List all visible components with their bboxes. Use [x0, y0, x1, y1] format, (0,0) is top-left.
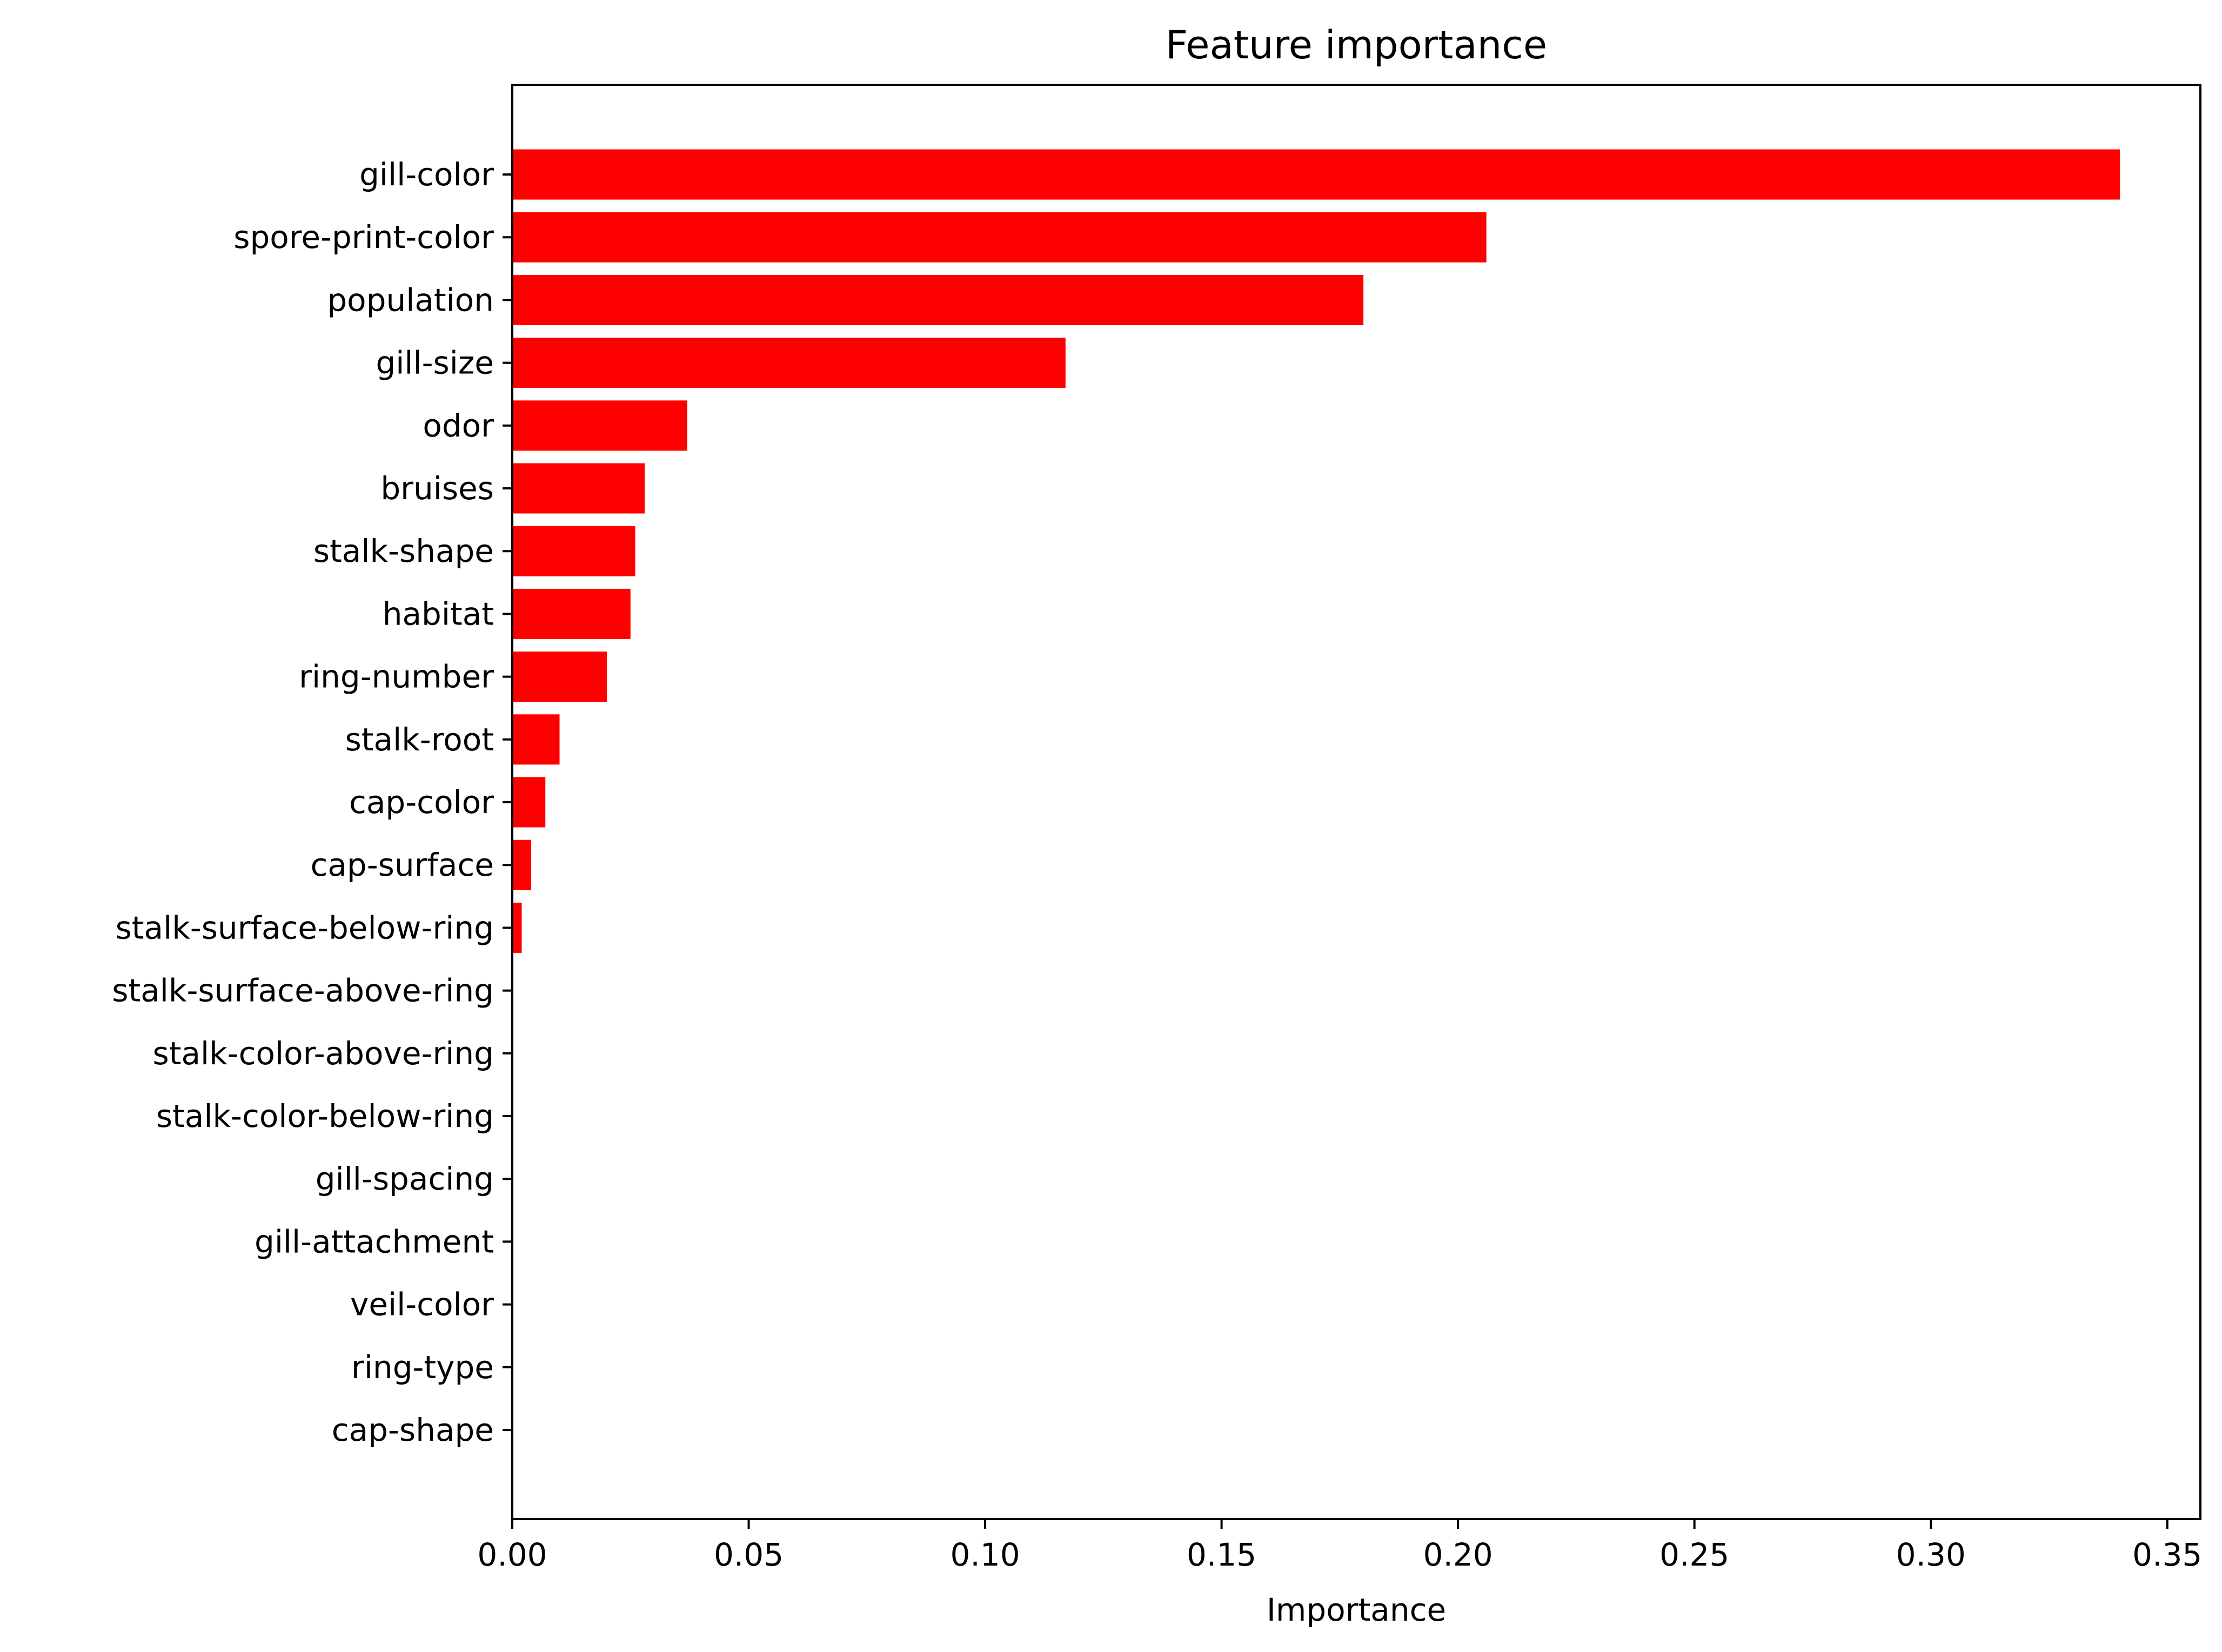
y-tick-label: gill-spacing: [316, 1160, 494, 1197]
y-axis: gill-color spore-print-color population gil…: [112, 156, 512, 1448]
y-tick-label: cap-surface: [310, 847, 494, 883]
y-tick-label: veil-color: [350, 1286, 494, 1323]
y-tick-label: bruises: [380, 470, 494, 507]
y-tick-label: stalk-surface-below-ring: [116, 909, 494, 946]
y-tick-label: population: [327, 281, 494, 318]
bar-gill-size: [512, 338, 1066, 388]
y-tick-label: stalk-color-below-ring: [156, 1098, 494, 1134]
x-tick-label: 0.30: [1896, 1536, 1966, 1573]
y-tick-label: stalk-color-above-ring: [153, 1035, 494, 1072]
bars-group: [512, 149, 2120, 953]
y-tick-label: stalk-shape: [313, 533, 494, 569]
x-tick-label: 0.15: [1187, 1536, 1256, 1573]
x-axis-label: Importance: [1267, 1591, 1446, 1628]
x-tick-label: 0.10: [950, 1536, 1020, 1573]
y-tick-label: stalk-surface-above-ring: [112, 972, 494, 1009]
y-tick-label: gill-size: [376, 345, 494, 381]
bar-bruises: [512, 463, 645, 514]
x-tick-label: 0.20: [1423, 1536, 1493, 1573]
bar-stalk-surface-below-ring: [512, 902, 522, 953]
bar-gill-color: [512, 149, 2120, 200]
y-tick-label: gill-color: [359, 156, 494, 193]
x-tick-label: 0.05: [714, 1536, 784, 1573]
bar-stalk-root: [512, 714, 560, 765]
x-tick-label: 0.00: [477, 1536, 547, 1573]
y-tick-label: stalk-root: [345, 721, 494, 758]
bar-stalk-shape: [512, 526, 635, 576]
bar-cap-surface: [512, 840, 532, 890]
x-tick-label: 0.35: [2132, 1536, 2202, 1573]
y-tick-label: gill-attachment: [255, 1223, 494, 1260]
y-tick-label: cap-color: [349, 784, 494, 821]
bar-population: [512, 274, 1364, 325]
y-tick-label: spore-print-color: [233, 219, 494, 256]
bar-cap-color: [512, 777, 546, 828]
x-tick-label: 0.25: [1659, 1536, 1729, 1573]
y-tick-label: ring-number: [299, 659, 494, 695]
y-tick-label: habitat: [383, 595, 494, 632]
bar-ring-number: [512, 652, 607, 702]
bar-habitat: [512, 588, 631, 639]
bar-odor: [512, 400, 687, 451]
y-tick-label: odor: [423, 407, 494, 444]
y-tick-label: cap-shape: [332, 1412, 494, 1448]
chart-title: Feature importance: [1166, 22, 1547, 68]
y-tick-label: ring-type: [351, 1349, 494, 1386]
bar-spore-print-color: [512, 212, 1487, 263]
x-axis: 0.00 0.05 0.10 0.15 0.20 0.25 0.30 0.35: [477, 1519, 2202, 1573]
